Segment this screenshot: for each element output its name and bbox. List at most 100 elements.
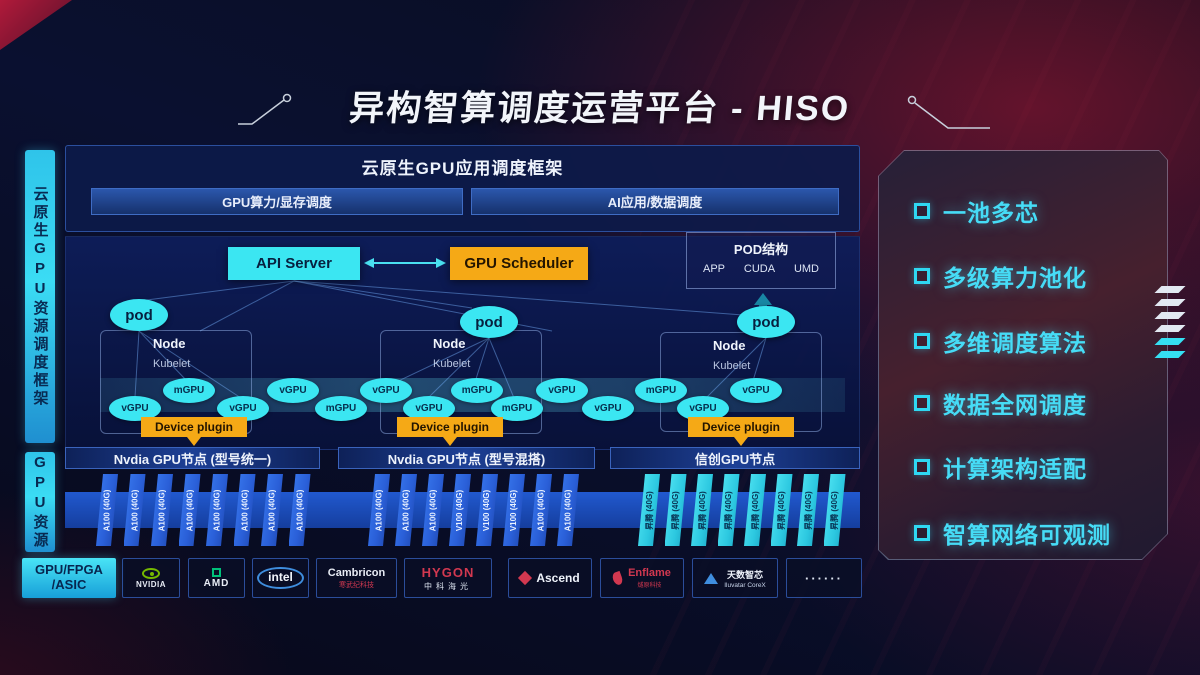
- gpu-card-label: V100 (40G): [455, 489, 465, 531]
- pod-structure-box: POD结构 APP CUDA UMD: [686, 232, 836, 289]
- square-bullet-icon: [914, 459, 930, 475]
- gpu-card: A100 (40G): [261, 474, 283, 546]
- feature-label: 数据全网调度: [943, 392, 1087, 418]
- gpu-card: A100 (40G): [368, 474, 390, 546]
- gpu-card: A100 (40G): [151, 474, 173, 546]
- gpu-card: A100 (40G): [557, 474, 579, 546]
- gpu-card-label: A100 (40G): [563, 489, 573, 531]
- gpu-card-label: 昇腾 (40G): [803, 490, 813, 530]
- vgpu-oval: vGPU: [109, 396, 161, 421]
- gpu-card: 昇腾 (40G): [664, 474, 687, 546]
- feature-label: 计算架构适配: [943, 456, 1087, 482]
- square-bullet-icon: [914, 268, 930, 284]
- bar-gpu-compute-scheduling: GPU算力/显存调度: [91, 188, 463, 215]
- vendor-more: ······: [786, 558, 862, 598]
- gpu-card: 昇腾 (40G): [770, 474, 793, 546]
- iluvatar-triangle-icon: [704, 572, 719, 584]
- frame-title: 云原生GPU应用调度框架: [361, 159, 564, 178]
- gpu-card-label: A100 (40G): [240, 489, 250, 531]
- gpu-card-label: A100 (40G): [428, 489, 438, 531]
- node-label: Node: [153, 336, 186, 351]
- vendor-subname: 寒武纪科技: [339, 581, 374, 589]
- gpu-card-label: A100 (40G): [102, 489, 112, 531]
- pod-oval-3: pod: [737, 306, 795, 338]
- gpu-card-label: 昇腾 (40G): [644, 490, 654, 530]
- sidebar-top-text: 云原生GPU资源调度框架: [31, 185, 49, 408]
- feature-item: 计算架构适配: [914, 447, 1087, 487]
- feature-item: 智算网络可观测: [914, 513, 1111, 553]
- vendor-name: HYGON: [421, 564, 475, 580]
- vgpu-oval: vGPU: [730, 378, 782, 403]
- gpu-card-label: A100 (40G): [157, 489, 167, 531]
- gpu-card: V100 (40G): [503, 474, 525, 546]
- square-bullet-icon: [914, 203, 930, 219]
- hw-label-line2: /ASIC: [51, 577, 87, 592]
- flame-icon: [611, 570, 625, 586]
- device-plugin-arrow-icon: [734, 437, 748, 446]
- square-bullet-icon: [914, 525, 930, 541]
- kubelet-label: Kubelet: [433, 358, 471, 370]
- vendor-nvidia: NVIDIA: [122, 558, 180, 598]
- pod-oval-2: pod: [460, 306, 518, 338]
- mgpu-oval: mGPU: [451, 378, 503, 403]
- gpu-card: A100 (40G): [123, 474, 146, 546]
- device-plugin-1: Device plugin: [141, 417, 247, 437]
- vgpu-oval: vGPU: [267, 378, 319, 403]
- gpu-card-label: A100 (40G): [401, 489, 411, 531]
- page-title: 异构智算调度运营平台 - HISO: [347, 89, 852, 128]
- vendor-name: 天数智芯: [726, 569, 763, 580]
- gpu-card: V100 (40G): [476, 474, 498, 546]
- device-plugin-arrow-icon: [187, 437, 201, 446]
- vgpu-oval: vGPU: [403, 396, 455, 421]
- gpu-card: A100 (40G): [206, 474, 228, 546]
- feature-label: 智算网络可观测: [943, 522, 1111, 548]
- vendor-enflame: Enflame 燧原科技: [600, 558, 684, 598]
- vgpu-oval: vGPU: [360, 378, 412, 403]
- sidebar-label-scheduling-framework: 云原生GPU资源调度框架: [25, 150, 55, 443]
- ascend-icon: [518, 570, 533, 586]
- gpu-card-label: A100 (40G): [130, 489, 140, 531]
- feature-list: 一池多芯多级算力池化 多维调度算法数据全网调度 计算架构适配 智算网络可观测: [878, 150, 1168, 560]
- gpu-card-label: 昇腾 (40G): [697, 490, 707, 530]
- gpu-card: 昇腾 (40G): [823, 474, 846, 546]
- feature-item: 多维调度算法: [914, 321, 1087, 361]
- hardware-type-label: GPU/FPGA /ASIC: [22, 558, 116, 598]
- gpu-card: 昇腾 (40G): [638, 474, 660, 546]
- mgpu-oval: mGPU: [163, 378, 215, 403]
- vendor-name: Ascend: [536, 571, 580, 585]
- gpu-card: 昇腾 (40G): [691, 474, 713, 546]
- pod-structure-title: POD结构: [733, 242, 789, 257]
- gpu-card-label: A100 (40G): [295, 489, 305, 531]
- feature-item: 多级算力池化: [914, 256, 1087, 296]
- gpu-card-label: 昇腾 (40G): [724, 490, 734, 530]
- device-plugin-2: Device plugin: [397, 417, 503, 437]
- vendor-amd: AMD: [188, 558, 245, 598]
- app-scheduling-frame: 云原生GPU应用调度框架 GPU算力/显存调度 AI应用/数据调度: [65, 145, 860, 232]
- feature-panel-inner: [879, 151, 1167, 559]
- vendor-name: AMD: [203, 577, 230, 589]
- gpu-node-header-xinchuang: 信创GPU节点: [610, 447, 860, 469]
- sidebar-bottom-text: GPU资源: [31, 454, 49, 550]
- pod-up-arrow-icon: [754, 293, 772, 305]
- feature-item: 一池多芯: [914, 191, 1039, 231]
- nvidia-icon: [142, 567, 160, 579]
- vendor-intel: intel: [252, 558, 309, 598]
- vendor-cambricon: Cambricon 寒武纪科技: [316, 558, 397, 598]
- node-label: Node: [433, 336, 466, 351]
- gpu-card: A100 (40G): [233, 474, 256, 546]
- pod-oval-1: pod: [110, 299, 168, 331]
- kubelet-label: Kubelet: [713, 360, 751, 372]
- gpu-scheduler-box: GPU Scheduler: [450, 247, 588, 280]
- mgpu-oval: mGPU: [315, 396, 367, 421]
- feature-label: 一池多芯: [943, 200, 1039, 226]
- hw-label-line1: GPU/FPGA: [35, 562, 103, 578]
- vendor-subname: Iluvatar CoreX: [724, 581, 766, 589]
- vgpu-oval: vGPU: [217, 396, 269, 421]
- gpu-card: A100 (40G): [96, 474, 118, 546]
- gpu-card-label: V100 (40G): [509, 489, 519, 531]
- gpu-card: A100 (40G): [178, 474, 201, 546]
- gpu-card: 昇腾 (40G): [797, 474, 819, 546]
- gpu-card: A100 (40G): [422, 474, 444, 546]
